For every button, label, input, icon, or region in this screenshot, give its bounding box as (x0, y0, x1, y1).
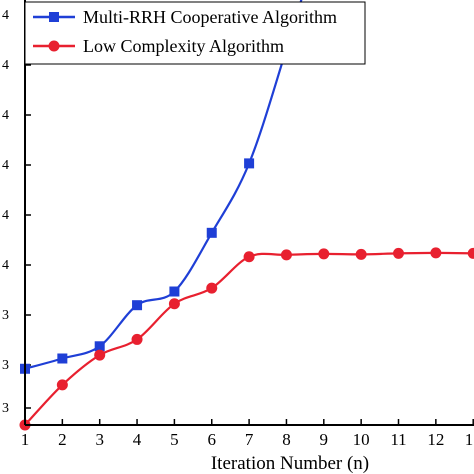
data-point-low-complexity (206, 282, 218, 294)
series-group (19, 0, 474, 431)
y-tick-label: 4 (2, 108, 9, 123)
x-tick-label: 4 (133, 430, 142, 449)
x-tick-label: 7 (245, 430, 254, 449)
data-point-low-complexity (355, 248, 367, 260)
x-tick-label: 8 (282, 430, 291, 449)
y-tick-label: 4 (2, 258, 9, 273)
data-point-low-complexity (243, 251, 255, 263)
x-tick-label: 9 (320, 430, 329, 449)
x-tick-label: 13 (465, 430, 474, 449)
data-point-low-complexity (318, 248, 330, 260)
data-point-low-complexity (467, 247, 474, 259)
data-point-multi-rrh (169, 286, 180, 297)
x-tick-label: 6 (208, 430, 217, 449)
legend-marker-multi-rrh (49, 12, 59, 22)
y-tick-label: 4 (2, 8, 9, 23)
data-point-multi-rrh (244, 158, 255, 169)
y-tick-label: 3 (2, 401, 9, 416)
legend-marker-low-complexity (48, 40, 60, 52)
x-tick-label: 12 (427, 430, 444, 449)
legend-box (24, 1, 366, 65)
data-point-low-complexity (280, 249, 292, 261)
x-axis-title: Iteration Number (n) (211, 453, 369, 474)
legend-label-low-complexity: Low Complexity Algorithm (83, 36, 284, 56)
y-tick-label: 4 (2, 208, 9, 223)
x-tick-label: 3 (95, 430, 104, 449)
data-point-multi-rrh (132, 300, 143, 311)
data-point-low-complexity (430, 247, 442, 259)
data-point-multi-rrh (94, 341, 105, 352)
data-point-multi-rrh (57, 353, 68, 364)
x-tick-label: 1 (21, 430, 30, 449)
series-line-multi-rrh (24, 0, 303, 370)
y-tick-label: 4 (2, 58, 9, 73)
x-tick-label: 10 (353, 430, 370, 449)
y-tick-label: 4 (2, 158, 9, 173)
x-tick-label: 5 (170, 430, 179, 449)
x-tick-label: 11 (390, 430, 406, 449)
x-axis-ticks: 12345678910111213 (21, 419, 474, 449)
data-point-low-complexity (168, 298, 180, 310)
x-tick-label: 2 (58, 430, 67, 449)
y-tick-label: 3 (2, 308, 9, 323)
legend: Multi-RRH Cooperative Algorithm Low Comp… (24, 1, 366, 65)
legend-label-multi-rrh: Multi-RRH Cooperative Algorithm (83, 7, 337, 27)
data-point-low-complexity (393, 247, 404, 259)
data-point-low-complexity (94, 349, 106, 361)
y-tick-label: 3 (2, 358, 9, 373)
data-point-low-complexity (56, 379, 68, 391)
data-point-multi-rrh (206, 227, 217, 238)
data-point-low-complexity (131, 333, 143, 345)
